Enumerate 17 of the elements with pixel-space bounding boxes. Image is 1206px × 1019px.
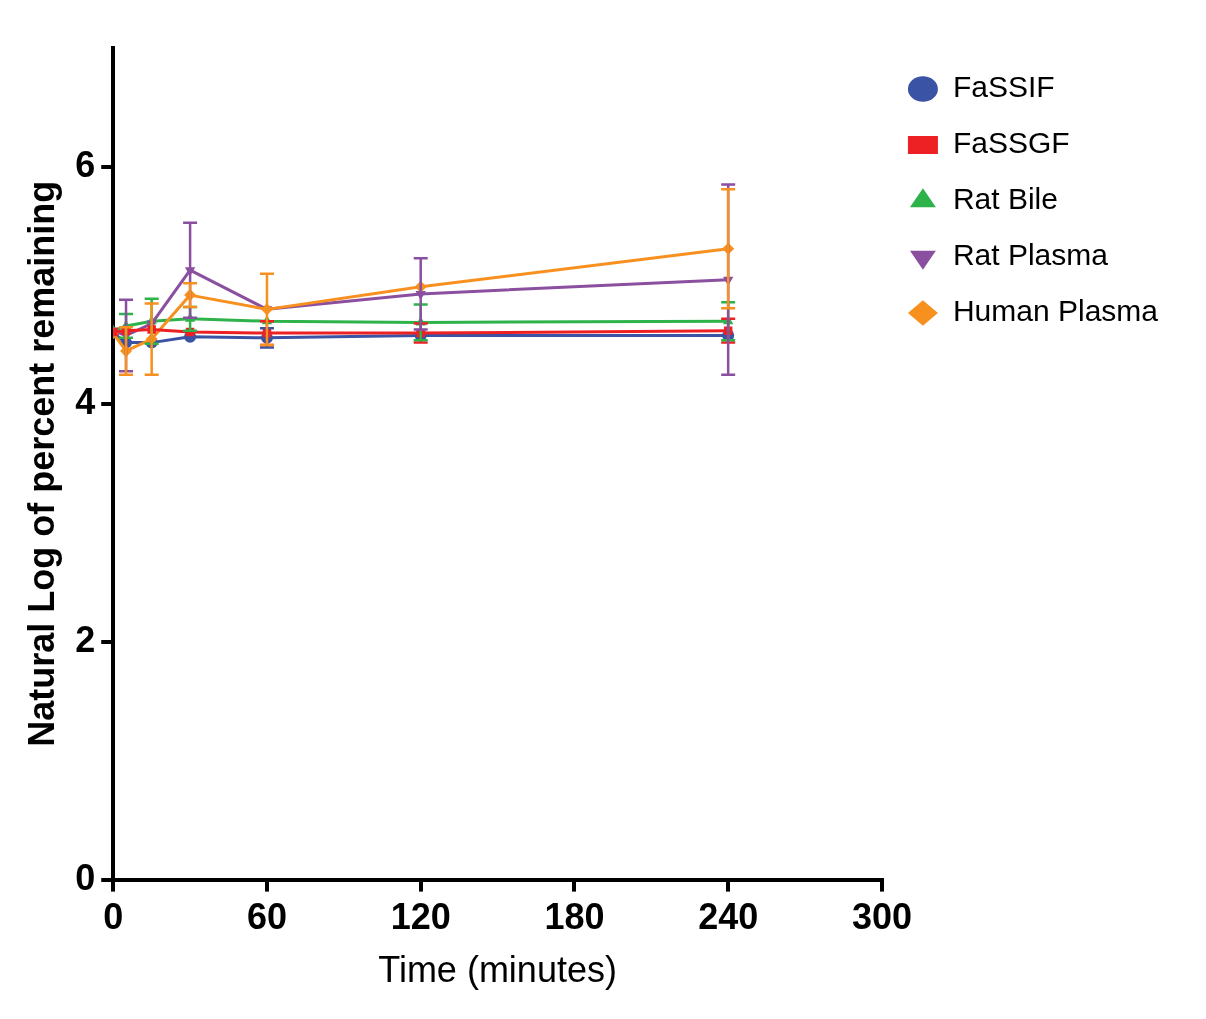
legend-label: FaSSIF [952, 70, 1055, 104]
y-tick-label: 0 [75, 856, 96, 898]
y-tick-label: 6 [75, 143, 96, 185]
x-tick-label: 180 [544, 896, 605, 938]
y-tick-label: 4 [75, 381, 96, 423]
x-axis-title: Time (minutes) [378, 949, 617, 991]
x-tick-label: 300 [851, 896, 912, 938]
x-tick-label: 60 [246, 896, 287, 938]
y-axis-title: Natural Log of percent remaining [20, 180, 62, 747]
x-tick-label: 240 [698, 896, 759, 938]
x-tick-label: 0 [103, 896, 124, 938]
legend-label: Human Plasma [952, 294, 1159, 328]
legend-label: FaSSGF [952, 126, 1070, 160]
x-tick-label: 120 [390, 896, 451, 938]
legend-label: Rat Bile [952, 182, 1058, 216]
legend-label: Rat Plasma [952, 238, 1109, 272]
y-tick-label: 2 [75, 618, 96, 660]
